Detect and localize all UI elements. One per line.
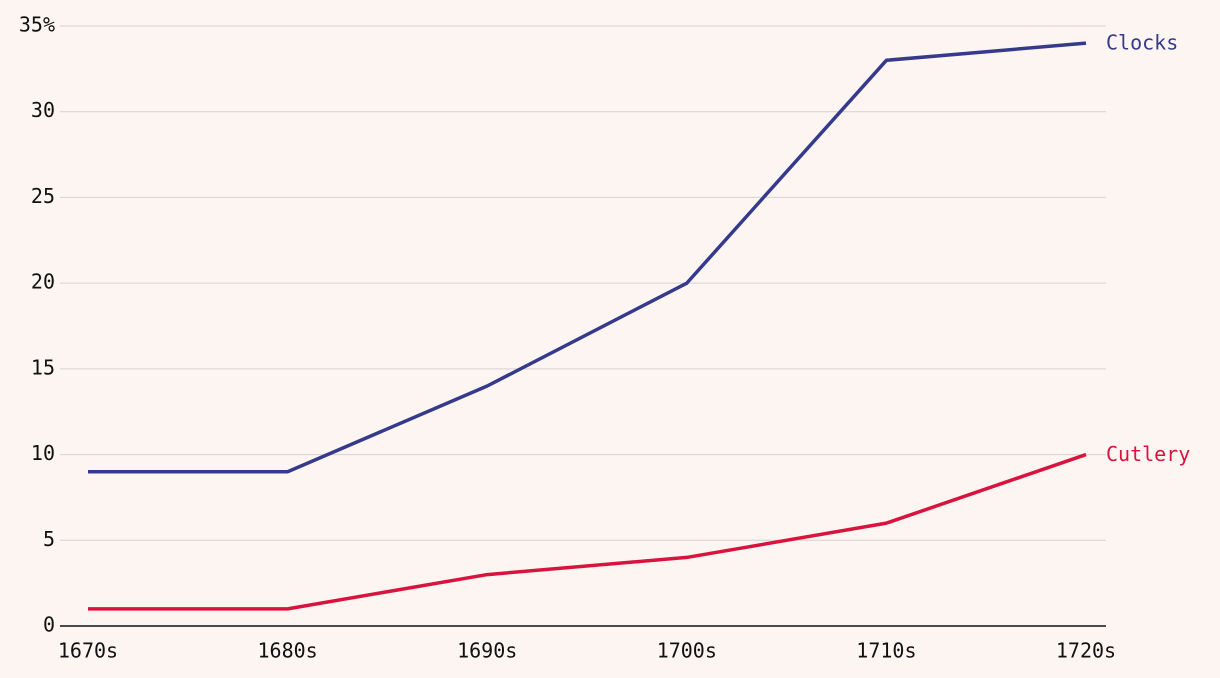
y-tick-label: 0: [43, 613, 55, 637]
x-tick-label: 1690s: [457, 639, 517, 663]
x-tick-label: 1720s: [1056, 639, 1116, 663]
series-label: Clocks: [1106, 31, 1178, 55]
y-tick-label: 10: [31, 441, 55, 465]
x-tick-label: 1680s: [257, 639, 317, 663]
x-tick-label: 1710s: [856, 639, 916, 663]
y-tick-label: 30: [31, 98, 55, 122]
x-tick-label: 1700s: [657, 639, 717, 663]
y-tick-label: 25: [31, 184, 55, 208]
line: [88, 41, 1087, 474]
series-label: Cutlery: [1106, 442, 1190, 466]
y-tick-label: 15: [31, 355, 55, 379]
line: [88, 452, 1087, 611]
y-tick-label: 35%: [19, 13, 55, 37]
y-tick-label: 20: [31, 270, 55, 294]
x-tick-label: 1670s: [58, 639, 118, 663]
y-tick-label: 5: [43, 527, 55, 551]
